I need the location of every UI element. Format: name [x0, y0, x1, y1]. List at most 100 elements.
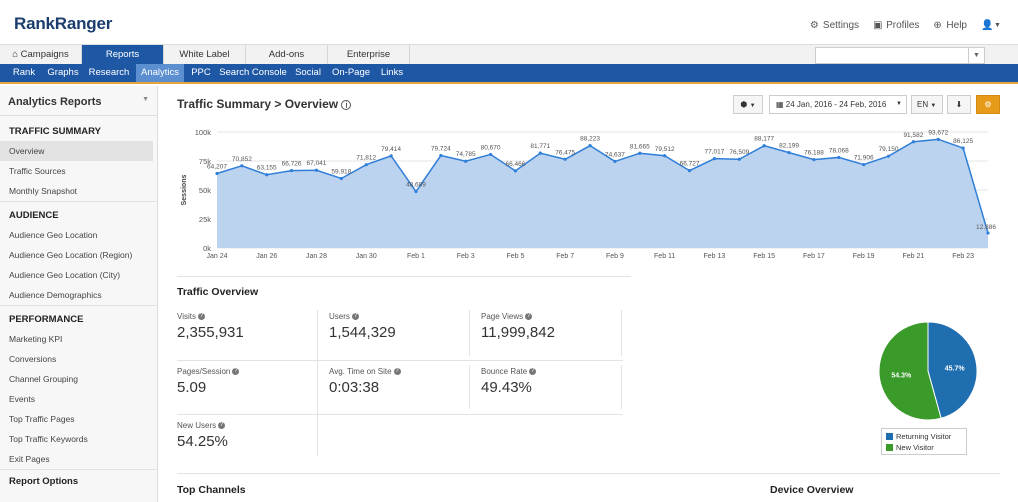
sidebar-item-top-pages[interactable]: Top Traffic Pages	[9, 414, 75, 424]
logo[interactable]: RankRanger	[14, 14, 113, 33]
x-tick-label: Feb 7	[556, 253, 574, 260]
data-point	[488, 152, 493, 157]
subnav-research[interactable]: Research	[88, 67, 130, 78]
subnav-links[interactable]: Links	[380, 67, 404, 78]
sidebar-item-demographics[interactable]: Audience Demographics	[9, 290, 102, 300]
data-label: 66,726	[282, 161, 302, 168]
data-point	[687, 168, 692, 173]
data-point	[240, 164, 244, 168]
help-link[interactable]: ⊕ Help	[933, 19, 967, 31]
data-point	[886, 154, 891, 158]
data-label: 76,475	[555, 149, 575, 156]
traffic-overview-heading: Traffic Overview	[177, 286, 259, 298]
data-label: 66,466	[506, 161, 526, 168]
gear-icon: ⚙	[984, 100, 992, 109]
sidebar-item-exit-pages[interactable]: Exit Pages	[9, 454, 50, 464]
help-icon[interactable]: ?	[351, 313, 359, 320]
tab-white-label[interactable]: White Label	[164, 45, 246, 65]
data-label: 12,886	[976, 224, 996, 231]
sidebar-item-geo-region[interactable]: Audience Geo Location (Region)	[9, 250, 133, 260]
data-point	[911, 140, 915, 144]
help-icon[interactable]: ?	[197, 313, 205, 320]
subnav-analytics[interactable]: Analytics	[136, 64, 184, 82]
info-icon[interactable]: i	[341, 100, 352, 110]
legend-new[interactable]: New Visitor	[886, 442, 962, 453]
subnav-rank[interactable]: Rank	[12, 67, 36, 78]
top-bar: RankRanger ⚙ Settings ▣ Profiles ⊕ Help 👤 ▼	[0, 0, 1018, 44]
sidebar-item-monthly-snapshot[interactable]: Monthly Snapshot	[9, 186, 78, 196]
y-axis-label: Sessions	[181, 175, 188, 206]
tab-enterprise[interactable]: Enterprise	[328, 45, 410, 65]
download-button[interactable]: ⬇	[947, 95, 971, 114]
language-select[interactable]: EN ▼	[911, 95, 943, 114]
x-tick-label: Feb 19	[853, 253, 875, 260]
data-point	[712, 157, 717, 161]
metric-new-users: New Users? 54.25%	[177, 421, 228, 450]
x-tick-label: Feb 15	[753, 253, 775, 260]
tab-add-ons[interactable]: Add-ons	[246, 45, 328, 65]
date-range-picker[interactable]: ▦ 24 Jan, 2016 - 24 Feb, 2016 ▼	[769, 95, 907, 114]
visitor-pie-chart: 45.7% 54.3%	[878, 321, 978, 421]
home-icon: ⌂	[12, 49, 19, 60]
data-label: 88,223	[580, 136, 600, 143]
pie-legend: Returning Visitor New Visitor	[881, 428, 967, 455]
data-label: 78,068	[829, 147, 849, 154]
legend-swatch	[886, 444, 893, 451]
help-icon[interactable]: ?	[525, 313, 533, 320]
sidebar-item-overview[interactable]: Overview	[0, 141, 153, 161]
data-point	[563, 157, 567, 161]
profiles-link[interactable]: ▣ Profiles	[873, 19, 920, 31]
legend-returning[interactable]: Returning Visitor	[886, 431, 962, 442]
download-icon: ⬇	[955, 100, 963, 109]
user-menu[interactable]: 👤 ▼	[981, 20, 1004, 31]
help-icon[interactable]: ?	[529, 368, 537, 375]
data-label: 79,414	[381, 146, 401, 153]
pie-slice	[927, 321, 978, 419]
profiles-icon: ▣	[873, 19, 883, 31]
pie-label: 54.3%	[891, 373, 912, 380]
data-label: 79,150	[879, 146, 899, 153]
sidebar-item-channel-grouping[interactable]: Channel Grouping	[9, 374, 78, 384]
data-point	[936, 137, 940, 141]
globe-icon: ⊕	[933, 19, 942, 31]
subnav-social[interactable]: Social	[295, 67, 321, 78]
sidebar-item-traffic-sources[interactable]: Traffic Sources	[9, 166, 66, 176]
settings-link[interactable]: ⚙ Settings	[809, 19, 860, 31]
metric-avg-time: Avg. Time on Site? 0:03:38	[329, 367, 401, 396]
sidebar-item-geo-location[interactable]: Audience Geo Location	[9, 230, 98, 240]
sessions-area-chart: 0k 25k 50k 75k 100k Sessions 64,207 70,852 63,15…	[181, 128, 996, 260]
settings-button[interactable]: ⚙	[976, 95, 1000, 114]
data-label: 91,582	[903, 132, 923, 139]
sidebar-item-top-keywords[interactable]: Top Traffic Keywords	[9, 434, 88, 444]
tab-campaigns[interactable]: ⌂ Campaigns	[0, 45, 82, 65]
sidebar-item-events[interactable]: Events	[9, 394, 35, 404]
help-icon[interactable]: ?	[218, 422, 226, 429]
sidebar-item-conversions[interactable]: Conversions	[9, 354, 57, 364]
sidebar-item-marketing-kpi[interactable]: Marketing KPI	[9, 334, 63, 344]
campaign-select[interactable]: ▼	[815, 47, 985, 64]
export-menu-button[interactable]: ⬢ ▼	[733, 95, 763, 114]
top-links: ⚙ Settings ▣ Profiles ⊕ Help 👤 ▼	[810, 20, 1004, 31]
data-point	[737, 157, 741, 161]
section-report-options[interactable]: Report Options	[0, 469, 157, 491]
subnav-search-console[interactable]: Search Console	[219, 67, 287, 78]
sidebar-item-geo-city[interactable]: Audience Geo Location (City)	[9, 270, 121, 280]
help-icon[interactable]: ?	[393, 368, 401, 375]
x-tick-label: Feb 23	[952, 253, 974, 260]
x-tick-label: Feb 9	[606, 253, 624, 260]
data-point	[812, 158, 816, 162]
data-label: 76,188	[804, 150, 824, 157]
chevron-down-icon: ▼	[994, 21, 1001, 29]
sidebar-title[interactable]: Analytics Reports ▼	[0, 86, 157, 116]
data-point	[314, 168, 319, 172]
x-tick-label: Feb 21	[902, 253, 924, 260]
subnav-on-page[interactable]: On-Page	[331, 67, 371, 78]
subnav-ppc[interactable]: PPC	[191, 67, 211, 78]
data-point	[613, 159, 617, 164]
data-point	[837, 155, 841, 160]
subnav-graphs[interactable]: Graphs	[47, 67, 79, 78]
page-title: Traffic Summary > Overview i	[177, 97, 352, 111]
tab-reports[interactable]: Reports	[82, 45, 164, 65]
help-icon[interactable]: ?	[232, 368, 240, 375]
data-label: 70,852	[232, 156, 252, 163]
